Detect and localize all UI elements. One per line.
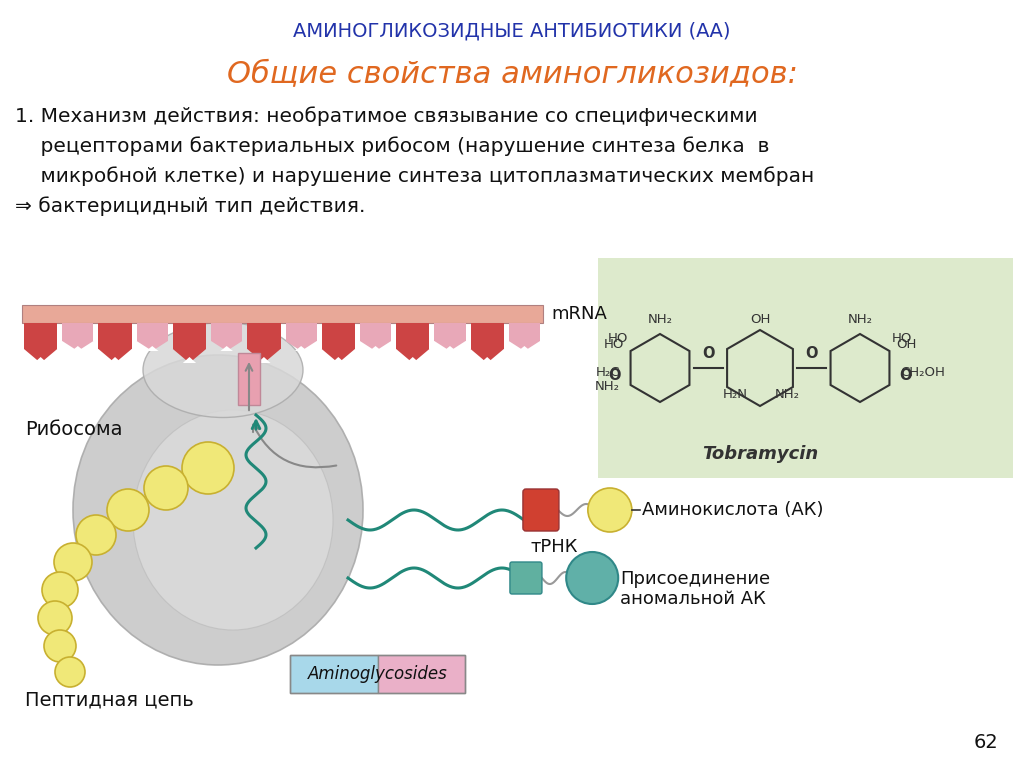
Circle shape xyxy=(76,515,116,555)
Text: Aminoglycosides: Aminoglycosides xyxy=(307,665,447,683)
Bar xyxy=(509,323,540,341)
Text: CH₂OH: CH₂OH xyxy=(900,367,945,380)
Text: O: O xyxy=(702,346,715,361)
Bar xyxy=(290,655,465,693)
Polygon shape xyxy=(136,341,168,351)
Polygon shape xyxy=(211,341,243,351)
Text: Tobramycin: Tobramycin xyxy=(701,445,818,463)
Text: O: O xyxy=(805,346,818,361)
Polygon shape xyxy=(396,349,429,363)
Polygon shape xyxy=(322,349,355,363)
Text: O: O xyxy=(608,368,621,384)
Bar xyxy=(434,323,466,341)
Ellipse shape xyxy=(143,322,303,417)
Polygon shape xyxy=(286,341,316,351)
Text: mRNA: mRNA xyxy=(551,305,607,323)
Text: H₂N: H₂N xyxy=(723,389,748,401)
Text: HO: HO xyxy=(603,338,624,351)
Text: микробной клетке) и нарушение синтеза цитоплазматических мембран: микробной клетке) и нарушение синтеза ци… xyxy=(15,166,814,186)
Polygon shape xyxy=(98,349,132,363)
Polygon shape xyxy=(220,346,232,351)
Text: ⇒ бактерицидный тип действия.: ⇒ бактерицидный тип действия. xyxy=(15,196,366,216)
Text: HO: HO xyxy=(892,332,912,345)
Text: OH: OH xyxy=(750,313,770,326)
Bar xyxy=(62,323,93,341)
Polygon shape xyxy=(34,357,47,363)
Bar xyxy=(290,655,378,693)
Polygon shape xyxy=(471,349,504,363)
Text: Рибосома: Рибосома xyxy=(25,420,123,439)
Circle shape xyxy=(566,552,618,604)
Polygon shape xyxy=(480,357,494,363)
Text: рецепторами бактериальных рибосом (нарушение синтеза белка  в: рецепторами бактериальных рибосом (наруш… xyxy=(15,136,769,156)
Bar xyxy=(136,323,168,341)
Polygon shape xyxy=(183,357,197,363)
Bar xyxy=(173,323,206,349)
Text: H₂C: H₂C xyxy=(596,367,620,380)
Text: O: O xyxy=(899,368,911,384)
Polygon shape xyxy=(407,357,420,363)
Polygon shape xyxy=(434,341,466,351)
Bar xyxy=(378,655,465,693)
Text: NH₂: NH₂ xyxy=(775,389,800,401)
Polygon shape xyxy=(443,346,457,351)
Circle shape xyxy=(144,466,188,510)
Text: Присоединение: Присоединение xyxy=(621,570,770,588)
Bar xyxy=(238,353,260,405)
Polygon shape xyxy=(727,330,793,406)
Polygon shape xyxy=(257,357,270,363)
Text: аномальной АК: аномальной АК xyxy=(621,590,766,608)
FancyBboxPatch shape xyxy=(510,562,542,594)
Bar xyxy=(24,323,57,349)
Polygon shape xyxy=(631,334,689,402)
Bar xyxy=(247,323,281,349)
Polygon shape xyxy=(247,349,281,363)
Text: 1. Механизм действия: необратимое связывание со специфическими: 1. Механизм действия: необратимое связыв… xyxy=(15,106,758,126)
Text: АМИНОГЛИКОЗИДНЫЕ АНТИБИОТИКИ (АА): АМИНОГЛИКОЗИДНЫЕ АНТИБИОТИКИ (АА) xyxy=(293,22,731,41)
Circle shape xyxy=(588,488,632,532)
Polygon shape xyxy=(62,341,93,351)
Text: Аминокислота (АК): Аминокислота (АК) xyxy=(642,501,823,519)
FancyBboxPatch shape xyxy=(523,489,559,531)
Polygon shape xyxy=(173,349,206,363)
Text: NH₂: NH₂ xyxy=(848,313,872,326)
Bar xyxy=(322,323,355,349)
Polygon shape xyxy=(109,357,122,363)
Bar xyxy=(359,323,391,341)
Polygon shape xyxy=(830,334,890,402)
Text: HO: HO xyxy=(607,332,628,345)
Circle shape xyxy=(182,442,234,494)
Circle shape xyxy=(54,543,92,581)
Text: Пептидная цепь: Пептидная цепь xyxy=(25,690,194,709)
Polygon shape xyxy=(518,346,530,351)
Text: OH: OH xyxy=(896,338,916,351)
Polygon shape xyxy=(24,349,57,363)
Text: NH₂: NH₂ xyxy=(595,380,620,393)
Polygon shape xyxy=(146,346,159,351)
Circle shape xyxy=(44,630,76,662)
Bar xyxy=(471,323,504,349)
Bar xyxy=(396,323,429,349)
Circle shape xyxy=(38,601,72,635)
Bar xyxy=(22,305,543,323)
Circle shape xyxy=(55,657,85,687)
Polygon shape xyxy=(359,341,391,351)
Text: Общие свойства аминогликозидов:: Общие свойства аминогликозидов: xyxy=(226,60,798,89)
Polygon shape xyxy=(332,357,345,363)
Bar xyxy=(211,323,243,341)
Bar xyxy=(598,258,1013,478)
Polygon shape xyxy=(295,346,307,351)
Text: NH₂: NH₂ xyxy=(647,313,673,326)
Ellipse shape xyxy=(133,410,333,630)
Polygon shape xyxy=(72,346,84,351)
Text: тРНК: тРНК xyxy=(530,538,579,556)
Polygon shape xyxy=(509,341,540,351)
Bar xyxy=(98,323,132,349)
Ellipse shape xyxy=(73,355,362,665)
Circle shape xyxy=(106,489,150,531)
Polygon shape xyxy=(370,346,382,351)
Bar xyxy=(286,323,316,341)
Text: 62: 62 xyxy=(973,733,998,752)
Circle shape xyxy=(42,572,78,608)
